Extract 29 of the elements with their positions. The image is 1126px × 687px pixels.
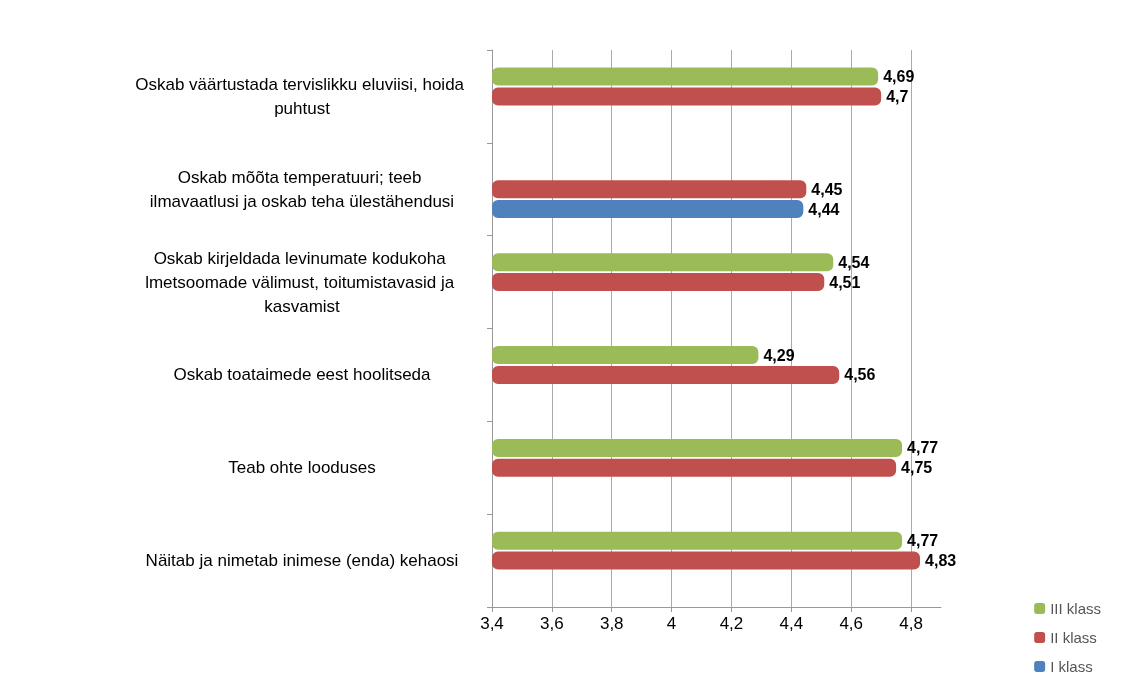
data-label: 4,75 [901, 459, 933, 477]
legend-label: II klass [1050, 629, 1097, 646]
legend-label: III klass [1050, 600, 1102, 617]
data-label: 4,44 [808, 200, 840, 218]
data-label: 4,7 [886, 87, 909, 105]
data-label: 4,45 [811, 180, 843, 198]
data-label: 4,77 [907, 439, 939, 457]
data-label: 4,69 [883, 68, 915, 86]
y-tick-label: Oskab toataimede eest hoolitseda [173, 365, 432, 385]
x-tick-label: 3,6 [540, 614, 564, 633]
y-tick-label: Näitab ja nimetab inimese (enda) kehaosi [145, 551, 459, 571]
data-label: 4,54 [838, 253, 870, 271]
x-tick-label: 3,4 [480, 614, 504, 633]
data-label: 4,56 [844, 366, 876, 384]
y-tick-label: Oskab mõõta temperatuuri; teeb ilmavaatlusi ja oskab teha ülestähendusi [149, 167, 455, 211]
y-tick-label: Oskab kirjeldada levinumate kodukoha lmetsoomade välimust, toitumistavasid ja kasvamist [145, 248, 459, 316]
x-tick-label: 4 [666, 614, 677, 633]
data-label: 4,51 [829, 273, 861, 291]
x-tick-label: 4,2 [719, 614, 744, 633]
x-tick-label: 4,4 [779, 614, 804, 633]
legend-label: I klass [1050, 658, 1093, 675]
x-tick-label: 4,8 [899, 614, 923, 633]
data-label: 4,83 [925, 552, 957, 570]
y-tick-label: Oskab väärtustada tervislikku eluviisi, hoida puhtust [135, 74, 469, 118]
data-label: 4,29 [763, 346, 795, 364]
x-tick-label: 4,6 [839, 614, 864, 633]
y-tick-label: Teab ohte looduses [228, 458, 376, 478]
x-tick-label: 3,8 [599, 614, 624, 633]
data-label: 4,77 [907, 532, 939, 550]
